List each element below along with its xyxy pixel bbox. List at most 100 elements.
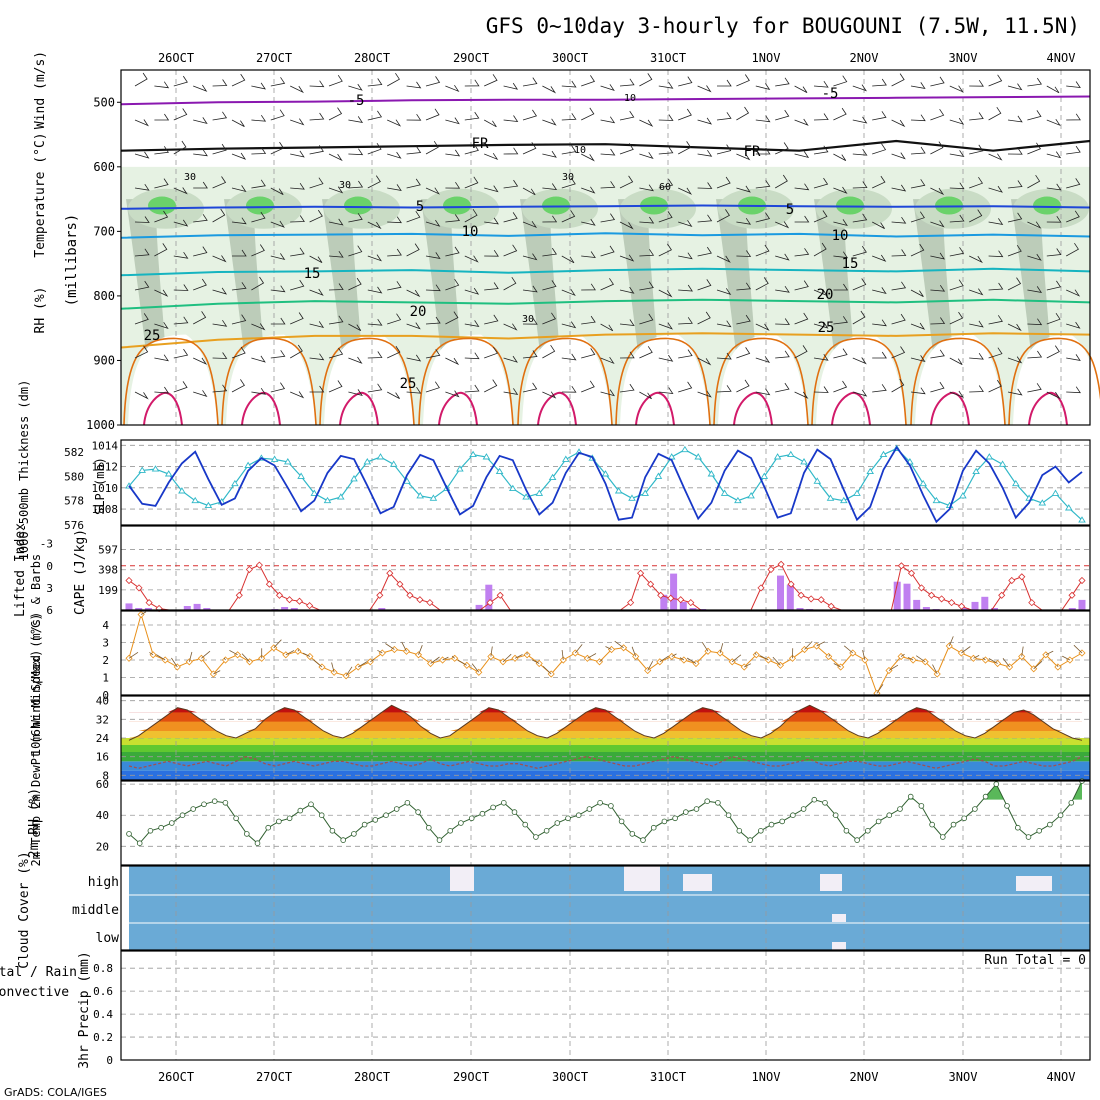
wind-barb xyxy=(988,347,1003,359)
cape-bar xyxy=(971,601,979,610)
contour-label: 10 xyxy=(624,93,636,104)
lifted-index-point xyxy=(927,591,936,599)
wind-barb-10m xyxy=(614,640,624,649)
rh-high-core xyxy=(1033,196,1061,215)
contour-label: 30 xyxy=(562,172,574,183)
wind-barb xyxy=(949,279,964,291)
wind-barb xyxy=(134,151,150,159)
date-label-top: 30OCT xyxy=(552,51,588,65)
wind-barb xyxy=(716,176,731,189)
wind-barb xyxy=(231,282,247,291)
wind-barb xyxy=(775,350,790,359)
isotherm-35-loop xyxy=(1028,391,1068,426)
cloud-level-label: high xyxy=(88,875,119,890)
precip-tick-label: 0.2 xyxy=(93,1031,113,1044)
wind-barb xyxy=(484,379,498,393)
thickness-tick-label: 580 xyxy=(64,470,84,483)
cape-bar xyxy=(1078,599,1086,610)
wind-barb-10m xyxy=(188,651,193,662)
rh2m-point xyxy=(693,806,700,812)
wind-barb xyxy=(988,106,1002,121)
rh2m-point xyxy=(500,799,507,806)
wind-barb xyxy=(406,178,421,189)
date-label-bottom: 27OCT xyxy=(256,1070,292,1084)
wind-barb xyxy=(503,82,519,90)
wind-barb-10m xyxy=(451,655,455,659)
wind-barb xyxy=(1046,248,1062,257)
dry-mid-layer xyxy=(121,115,1090,167)
wind-barb xyxy=(290,215,305,223)
wind-barb xyxy=(639,313,654,325)
wind-barb xyxy=(542,247,557,257)
temp-color-band xyxy=(121,738,1090,745)
wind-barb xyxy=(600,213,616,223)
isotherm-35-loop xyxy=(635,391,675,426)
temp-color-band xyxy=(121,761,1090,771)
wind-barb xyxy=(872,111,887,121)
thickness-point xyxy=(284,458,292,465)
wind-barb xyxy=(1007,147,1023,155)
wind-barb xyxy=(794,85,808,93)
wind-barb xyxy=(833,153,847,161)
wind-barb xyxy=(154,81,170,89)
wind-barb-10m xyxy=(647,661,654,671)
contour-label: FR xyxy=(472,136,489,152)
wind-barb xyxy=(561,321,577,329)
wind-barb xyxy=(309,177,324,189)
wind-barb xyxy=(813,386,829,393)
wind-barb-10m xyxy=(1045,650,1054,656)
wind-barb xyxy=(794,345,808,359)
wind-barb-10m xyxy=(385,643,395,650)
wind-barb xyxy=(484,119,497,128)
rh2m-point xyxy=(982,793,989,800)
wind-barb-10m xyxy=(502,653,512,663)
wind-barb xyxy=(716,352,732,360)
wind-barb xyxy=(736,250,752,257)
thickness-point xyxy=(562,455,570,462)
temp-color-band xyxy=(121,770,1090,780)
wind-barb xyxy=(872,143,887,155)
lifted-index-point xyxy=(396,580,404,588)
rh2m-point xyxy=(211,798,218,804)
rh2m-tick-label: 60 xyxy=(96,778,109,791)
wind-barb xyxy=(639,346,653,359)
date-label-top: 1NOV xyxy=(752,51,781,65)
thickness-point xyxy=(853,489,861,496)
contour-label: 30 xyxy=(339,180,351,191)
wind-barb xyxy=(387,391,400,399)
wind-barb xyxy=(134,391,149,400)
wind-barb xyxy=(561,385,577,393)
wind-barb-10m xyxy=(302,652,311,657)
thickness-point xyxy=(151,465,160,472)
lifted-index-point xyxy=(797,591,805,599)
lifted-index-point xyxy=(958,602,966,610)
rh2m-point xyxy=(875,818,882,825)
wind-barb xyxy=(813,321,829,329)
wind-barb xyxy=(775,109,790,121)
wind-barb-10m xyxy=(331,662,335,673)
wind-barb xyxy=(716,144,732,155)
thickness-point xyxy=(879,450,888,458)
wind-barb xyxy=(717,79,732,87)
wind-barb-10m xyxy=(1073,644,1083,654)
lifted-index-point xyxy=(1008,576,1016,585)
wind-barb xyxy=(910,355,926,363)
wind-barb xyxy=(270,141,285,155)
temp-fill-layer xyxy=(129,705,1082,722)
date-label-top: 26OCT xyxy=(158,51,194,65)
wind-barb xyxy=(328,283,344,291)
rh2m-point xyxy=(650,824,657,831)
thickness-point xyxy=(932,496,941,504)
wind-barb xyxy=(600,245,615,257)
wind-barb xyxy=(328,186,344,194)
wind-barb xyxy=(697,390,712,398)
thickness-point xyxy=(998,460,1007,467)
lifted-index-point xyxy=(767,565,775,574)
rh2m-point xyxy=(297,807,304,814)
rh2m-point xyxy=(1004,803,1010,809)
wind-barb xyxy=(290,312,304,325)
wind-barb xyxy=(270,253,286,261)
cape-bar xyxy=(660,594,668,610)
wind-barb xyxy=(774,174,788,189)
